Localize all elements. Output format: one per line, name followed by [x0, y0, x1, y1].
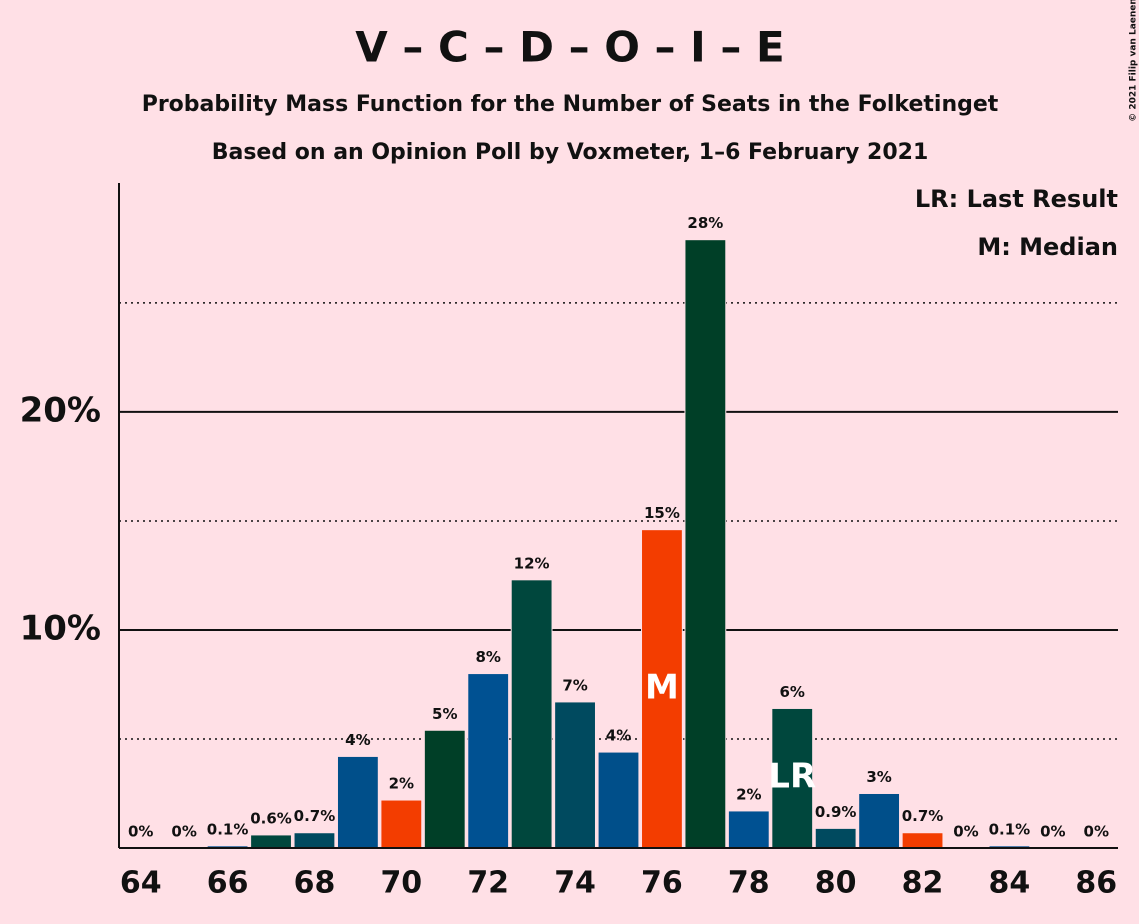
bar — [510, 579, 553, 849]
chart-subtitle: Based on an Opinion Poll by Voxmeter, 1–… — [212, 140, 929, 165]
value-label: 0.1% — [989, 820, 1031, 838]
value-label: 0.9% — [815, 803, 857, 821]
y-tick-label: 20% — [20, 390, 101, 430]
value-label: 0% — [953, 823, 978, 841]
x-tick-label: 72 — [467, 866, 509, 901]
bar — [380, 799, 423, 849]
x-tick-label: 80 — [815, 866, 857, 901]
median-marker: M — [645, 667, 679, 707]
copyright: © 2021 Filip van Laenen — [1129, 0, 1139, 122]
x-tick-label: 76 — [641, 866, 683, 901]
bar — [423, 729, 466, 849]
value-label: 0% — [128, 823, 153, 841]
bar — [641, 529, 683, 849]
bar — [293, 832, 336, 849]
value-label: 0.6% — [250, 809, 292, 827]
value-label: 15% — [644, 504, 680, 522]
bar — [727, 810, 770, 849]
value-label: 2% — [736, 785, 761, 803]
bar — [554, 701, 596, 849]
value-label: 7% — [562, 676, 587, 694]
x-tick-label: 66 — [207, 866, 249, 901]
x-tick-label: 64 — [120, 866, 162, 901]
value-label: 4% — [606, 727, 631, 745]
value-label: 0.7% — [294, 807, 336, 825]
chart-subtitle: Probability Mass Function for the Number… — [142, 92, 999, 117]
bar — [901, 832, 944, 849]
last_result-marker: LR — [768, 757, 816, 797]
bar — [250, 834, 292, 849]
x-tick-label: 68 — [294, 866, 336, 901]
bar — [684, 239, 727, 849]
bar — [467, 673, 510, 849]
bar — [858, 792, 901, 849]
chart-title: V – C – D – O – I – E — [355, 23, 784, 72]
x-tick-label: 70 — [380, 866, 422, 901]
legend-entry: M: Median — [977, 233, 1118, 261]
value-label: 0.1% — [207, 820, 249, 838]
x-tick-label: 78 — [728, 866, 770, 901]
x-tick-label: 86 — [1075, 866, 1117, 901]
x-tick-label: 82 — [902, 866, 944, 901]
x-tick-label: 84 — [989, 866, 1031, 901]
value-label: 12% — [514, 554, 550, 572]
value-label: 0% — [171, 823, 196, 841]
y-tick-label: 10% — [20, 608, 101, 648]
value-label: 4% — [345, 731, 370, 749]
value-label: 0% — [1040, 823, 1065, 841]
value-label: 28% — [687, 214, 723, 232]
bar — [597, 751, 640, 849]
value-label: 0% — [1084, 823, 1109, 841]
legend-entry: LR: Last Result — [915, 185, 1118, 213]
x-tick-label: 74 — [554, 866, 596, 901]
value-label: 5% — [432, 705, 457, 723]
bar — [771, 707, 814, 849]
bar — [336, 755, 379, 849]
value-label: 6% — [780, 683, 805, 701]
value-label: 2% — [389, 775, 414, 793]
value-label: 0.7% — [902, 807, 944, 825]
bar — [814, 827, 857, 849]
value-label: 3% — [866, 768, 891, 786]
value-label: 8% — [475, 648, 500, 666]
